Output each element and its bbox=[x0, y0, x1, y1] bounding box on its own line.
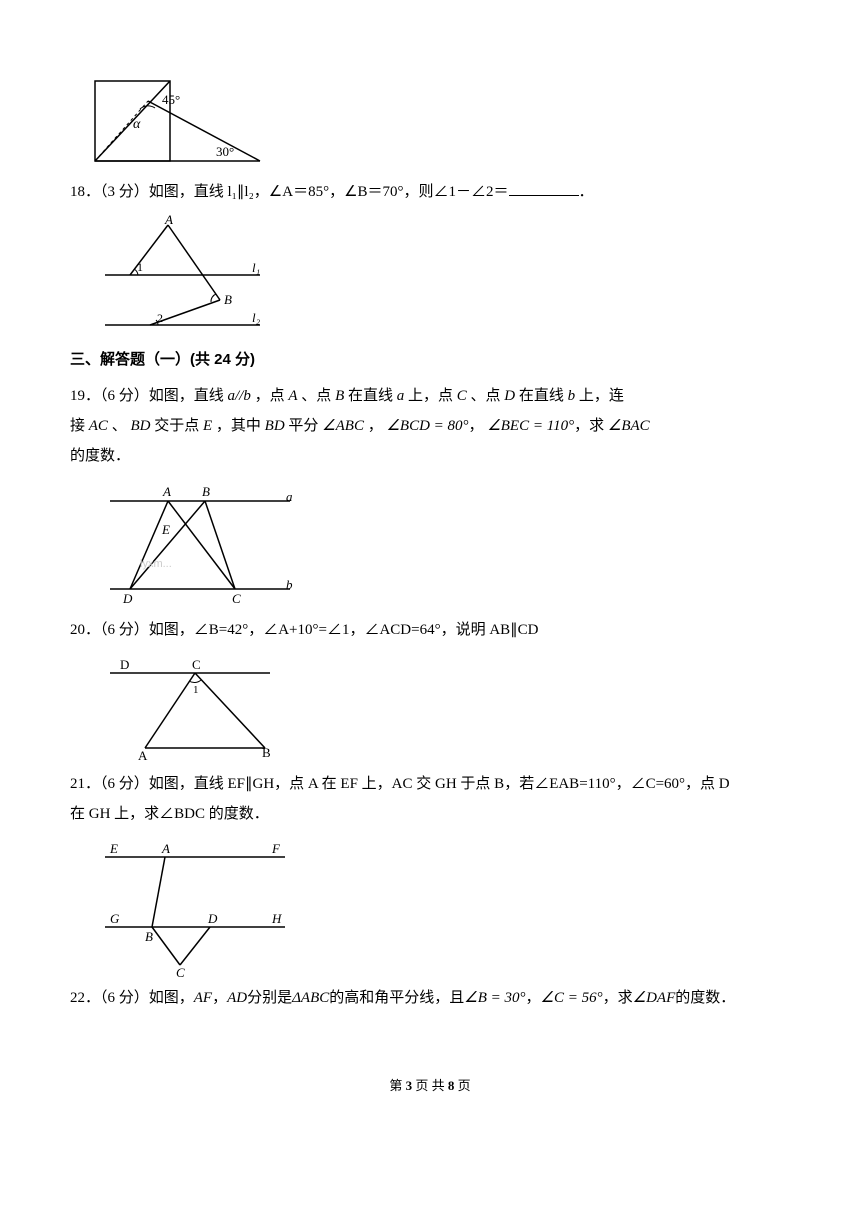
svg-text:A: A bbox=[161, 841, 170, 856]
svg-text:B: B bbox=[262, 745, 271, 760]
svg-text:A: A bbox=[138, 748, 148, 763]
svg-text:30°: 30° bbox=[216, 144, 234, 159]
svg-text:2: 2 bbox=[157, 311, 163, 325]
svg-text:A: A bbox=[162, 484, 171, 499]
question-18: 18．（3 分）如图，直线 l₁∥l₂，∠A＝85°，∠B＝70°，则∠1－∠2… bbox=[70, 177, 790, 207]
figure-20: D C A B 1 bbox=[90, 653, 790, 763]
q18-blank bbox=[509, 180, 579, 196]
svg-text:G: G bbox=[110, 911, 120, 926]
question-19: 19．（6 分）如图，直线 a//b ，点 A 、点 B 在直线 a 上，点 C… bbox=[70, 381, 790, 471]
svg-text:C: C bbox=[192, 657, 201, 672]
svg-text:α: α bbox=[133, 117, 141, 132]
svg-text:B: B bbox=[145, 929, 153, 944]
svg-text:A: A bbox=[164, 215, 173, 227]
svg-text:1: 1 bbox=[137, 260, 143, 274]
section-3-heading: 三、解答题（一）(共 24 分) bbox=[70, 345, 790, 375]
q18-suffix: ． bbox=[579, 184, 594, 200]
svg-text:D: D bbox=[122, 591, 133, 606]
svg-text:E: E bbox=[109, 841, 118, 856]
svg-text:b: b bbox=[286, 577, 293, 592]
figure-17: 45° α 30° bbox=[90, 76, 790, 171]
svg-text:H: H bbox=[271, 911, 282, 926]
q18-text: 18．（3 分）如图，直线 l₁∥l₂，∠A＝85°，∠B＝70°，则∠1－∠2… bbox=[70, 184, 509, 200]
svg-text:l₁: l₁ bbox=[252, 260, 260, 275]
svg-text:C: C bbox=[232, 591, 241, 606]
figure-19: A B C D E a b lyxm... bbox=[90, 479, 790, 609]
svg-text:l₂: l₂ bbox=[252, 310, 261, 325]
svg-text:45°: 45° bbox=[162, 92, 180, 107]
page-footer: 第 3 页 共 8 页 bbox=[70, 1073, 790, 1099]
svg-text:a: a bbox=[286, 489, 293, 504]
svg-text:E: E bbox=[161, 522, 170, 537]
svg-text:F: F bbox=[271, 841, 281, 856]
question-21: 21．（6 分）如图，直线 EF∥GH，点 A 在 EF 上，AC 交 GH 于… bbox=[70, 769, 790, 829]
svg-text:B: B bbox=[224, 292, 232, 307]
svg-text:B: B bbox=[202, 484, 210, 499]
figure-18: A B 1 2 l₁ l₂ bbox=[90, 215, 790, 335]
svg-text:lyxm...: lyxm... bbox=[140, 558, 172, 570]
question-22: 22．（6 分）如图，AF，AD分别是ΔABC的高和角平分线，且∠B = 30°… bbox=[70, 983, 790, 1013]
svg-text:D: D bbox=[120, 657, 129, 672]
svg-text:1: 1 bbox=[193, 684, 199, 696]
svg-text:D: D bbox=[207, 911, 218, 926]
question-20: 20．（6 分）如图，∠B=42°，∠A+10°=∠1，∠ACD=64°，说明 … bbox=[70, 615, 790, 645]
svg-text:C: C bbox=[176, 965, 185, 977]
figure-21: E A F G B D H C bbox=[90, 837, 790, 977]
